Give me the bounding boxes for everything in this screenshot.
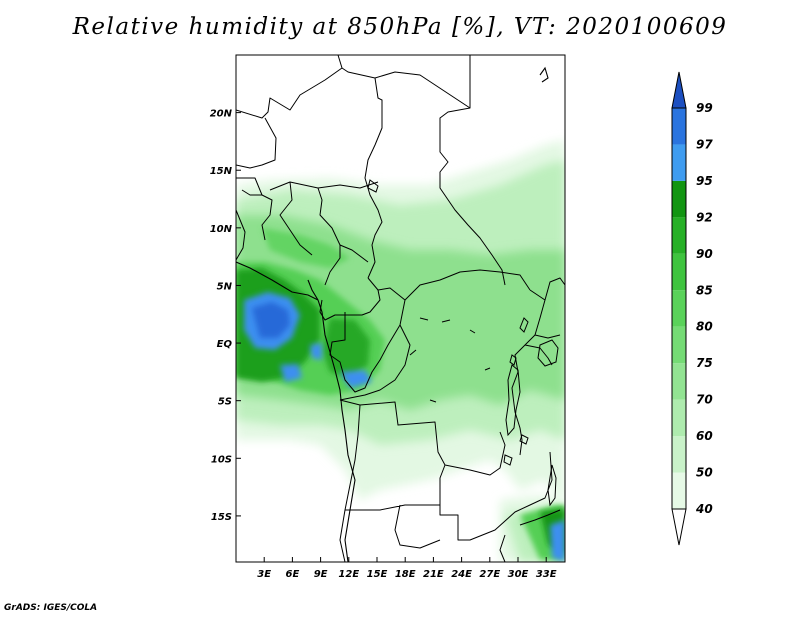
lon-tick-label: 3E bbox=[257, 569, 271, 580]
colorbar: 40 50 60 70 75 80 85 90 92 95 97 99 bbox=[671, 71, 713, 546]
lon-tick-label: 18E bbox=[395, 569, 416, 580]
colorbar-segment bbox=[672, 108, 686, 145]
lon-tick-label: 21E bbox=[423, 569, 444, 580]
humidity-region-97-b bbox=[280, 364, 302, 382]
humidity-region-92-b bbox=[322, 318, 370, 378]
colorbar-segment bbox=[672, 399, 686, 437]
colorbar-label: 80 bbox=[696, 320, 713, 334]
map-frame bbox=[235, 54, 566, 563]
colorbar-label: 50 bbox=[696, 466, 713, 480]
lon-tick-label: 6E bbox=[286, 569, 300, 580]
colorbar-label: 70 bbox=[696, 393, 713, 407]
lake-albert bbox=[519, 317, 529, 333]
humidity-field bbox=[236, 55, 565, 562]
colorbar-segment bbox=[672, 326, 686, 364]
lake-chad bbox=[367, 179, 379, 193]
lon-tick-label: 33E bbox=[536, 569, 557, 580]
humidity-region-97-d bbox=[550, 520, 565, 562]
colorbar-label: 60 bbox=[696, 429, 713, 443]
lake-bangweulu bbox=[519, 434, 529, 445]
colorbar-label: 90 bbox=[696, 247, 713, 261]
lake-victoria bbox=[537, 339, 559, 367]
lake-tanganyika bbox=[505, 364, 521, 437]
colorbar-segment bbox=[672, 253, 686, 291]
colorbar-frame bbox=[671, 107, 687, 510]
latitude-axis: 20N 15N 10N 5N EQ 5S 10S 15S bbox=[210, 109, 241, 523]
colorbar-label: 99 bbox=[696, 101, 713, 115]
grads-credit: GrADS: IGES/COLA bbox=[4, 603, 98, 613]
lat-tick-label: 10N bbox=[210, 224, 233, 235]
lake-mweru bbox=[503, 454, 513, 466]
colorbar-label: 40 bbox=[695, 502, 713, 516]
lat-tick-label: 10S bbox=[211, 454, 232, 465]
lat-tick-label: 5S bbox=[218, 397, 232, 408]
lon-tick-label: 30E bbox=[508, 569, 529, 580]
colorbar-segment bbox=[672, 290, 686, 327]
lat-tick-label: EQ bbox=[217, 339, 233, 350]
lon-tick-label: 15E bbox=[367, 569, 388, 580]
colorbar-segment bbox=[672, 363, 686, 400]
lat-tick-label: 5N bbox=[217, 281, 233, 292]
humidity-region-99 bbox=[252, 302, 290, 338]
colorbar-segment bbox=[672, 217, 686, 254]
colorbar-label: 75 bbox=[696, 356, 713, 370]
colorbar-segment bbox=[672, 436, 686, 473]
colorbar-segment bbox=[672, 180, 686, 218]
river-squiggle-a bbox=[419, 317, 476, 334]
lon-tick-label: 27E bbox=[479, 569, 500, 580]
colorbar-label: 97 bbox=[696, 137, 713, 151]
colorbar-under-triangle bbox=[671, 508, 687, 546]
lat-tick-label: 15S bbox=[211, 512, 232, 523]
river-squiggle-b bbox=[409, 349, 491, 403]
lon-tick-label: 9E bbox=[314, 569, 328, 580]
colorbar-over-triangle bbox=[671, 71, 687, 109]
colorbar-label: 95 bbox=[696, 174, 713, 188]
humidity-region-85-n bbox=[262, 228, 350, 268]
map-title: Relative humidity at 850hPa [%], VT: 202… bbox=[72, 14, 728, 40]
colorbar-label: 92 bbox=[696, 210, 713, 224]
lon-tick-label: 24E bbox=[451, 569, 472, 580]
lake-malawi bbox=[547, 464, 557, 507]
lakes bbox=[367, 179, 559, 507]
longitude-axis: 3E 6E 9E 12E 15E 18E 21E 24E 27E 30E 33E bbox=[257, 557, 557, 580]
coastline bbox=[236, 66, 549, 562]
lon-tick-label: 12E bbox=[338, 569, 359, 580]
colorbar-label: 85 bbox=[696, 283, 713, 297]
colorbar-segment bbox=[672, 472, 686, 509]
lat-tick-label: 20N bbox=[210, 109, 233, 120]
humidity-region-97-e bbox=[310, 343, 322, 360]
lat-tick-label: 15N bbox=[210, 166, 233, 177]
lake-kivu bbox=[509, 354, 517, 366]
country-borders bbox=[236, 55, 565, 562]
colorbar-segment bbox=[672, 144, 686, 181]
